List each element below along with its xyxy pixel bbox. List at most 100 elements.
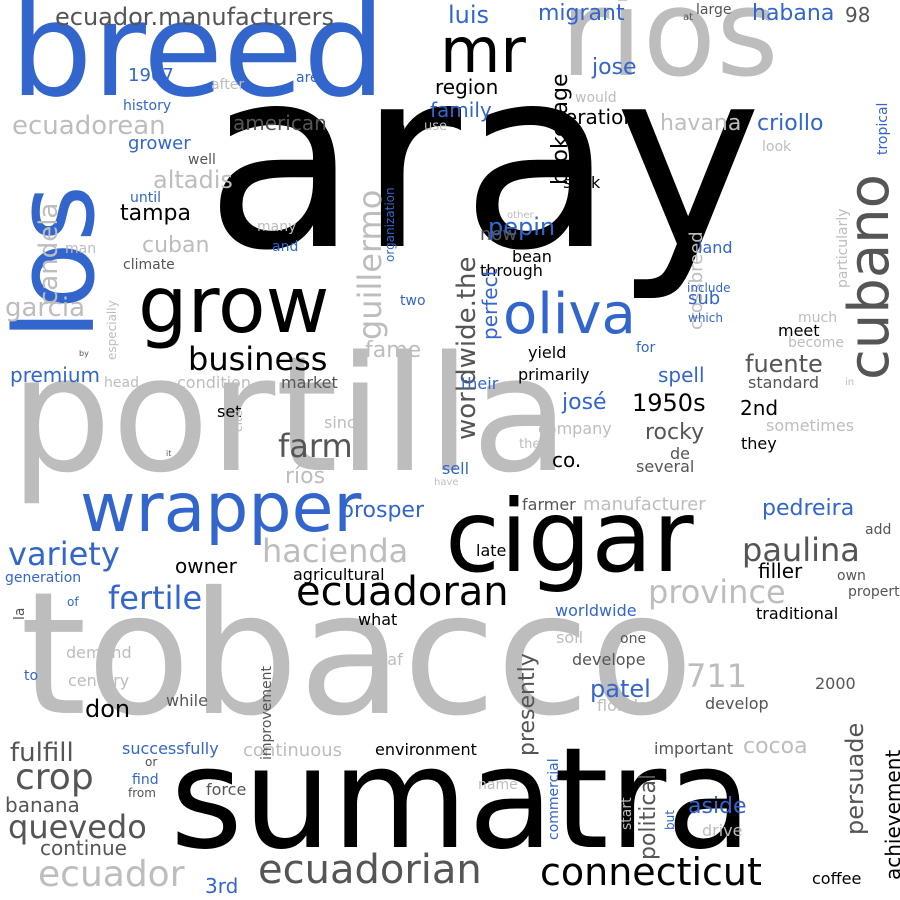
word: but [663,810,677,830]
word: rocky [645,420,705,445]
word: pedreira [762,496,855,521]
word: organization [383,187,397,262]
word: develop [705,694,769,713]
word: find [132,772,159,788]
word: other [507,210,534,221]
word: tobacco [20,556,694,754]
word: aray [205,14,763,305]
word: continue [40,836,127,860]
word: drive [702,821,743,840]
word: head [104,375,139,391]
word: name [478,777,518,793]
word: ríos [560,0,779,104]
word: crop [15,757,94,798]
word: after [211,77,245,93]
word: have [434,477,459,488]
word: look [762,139,792,155]
word: grower [128,133,191,154]
word: condition [177,373,251,392]
word: operation [540,105,637,129]
word: 1967 [128,65,174,86]
word: altadis [153,166,233,194]
word: two [400,293,426,309]
word: 3rd [205,874,239,898]
word: cigar [445,478,694,595]
word: criollo [757,111,824,136]
word: climate [123,257,175,273]
word: 2nd [740,396,779,420]
word: now [480,224,518,245]
word: standard [748,373,819,392]
word: which [688,311,723,325]
word: mr [440,14,526,87]
word: they [741,434,777,453]
word: the [519,437,541,452]
word: premium [10,363,100,387]
word: family [430,98,492,122]
word: business [188,340,328,378]
word: start [619,797,635,830]
word: province [648,573,786,611]
word: wrapper [80,469,362,548]
word: ecuadorean [12,111,166,141]
word: owner [175,554,237,578]
word: portilla [10,321,570,508]
word: land [698,238,733,257]
word: co. [552,448,582,472]
word: cite [231,409,245,432]
word: successfully [122,739,219,758]
word: farmer [522,495,576,514]
word: habana [752,1,835,26]
word: since [324,413,366,432]
word: leaf [373,650,403,669]
word: sometimes [766,416,855,435]
word: area [296,70,328,86]
word: would [575,90,617,106]
word: company [538,419,612,438]
word: to [24,668,39,684]
word: particularly [835,208,851,288]
word: sub [688,288,721,309]
word: environment [375,740,477,759]
word: josé [562,390,607,415]
word: century [68,671,130,690]
word: add [865,522,892,538]
word: 1950s [632,389,706,417]
word: important [654,739,734,758]
word: havana [660,111,742,136]
word: market [281,373,338,392]
word: aside [688,794,747,819]
word: of [67,595,79,609]
word: late [476,541,507,560]
word: property [848,584,900,600]
word: cuban [142,233,210,258]
word: history [123,98,172,114]
word: one [620,631,647,647]
word: own [837,568,866,584]
word: variety [8,535,120,573]
word: patel [590,675,651,703]
word: fuente [745,350,823,378]
word: oliva [503,282,636,347]
word: ecuador.manufacturers [55,3,335,31]
word: hacienda [262,532,409,570]
word: luis [448,1,490,29]
word: well [188,152,216,168]
word: la [12,607,28,620]
word: large [696,2,732,18]
word: at [683,12,694,23]
word: soil [556,628,584,647]
word: in [845,377,855,388]
word: sell [442,459,470,478]
word: worldwide [555,601,637,620]
word: political [636,773,661,860]
word: for [636,340,656,356]
word: from [128,786,156,800]
word: fulfill [10,738,74,768]
word: ecuador [38,854,185,895]
word: it [166,449,172,458]
word: with [386,123,406,133]
word: 98 [845,3,871,27]
word: presently [515,653,540,756]
word: filler [758,559,803,583]
